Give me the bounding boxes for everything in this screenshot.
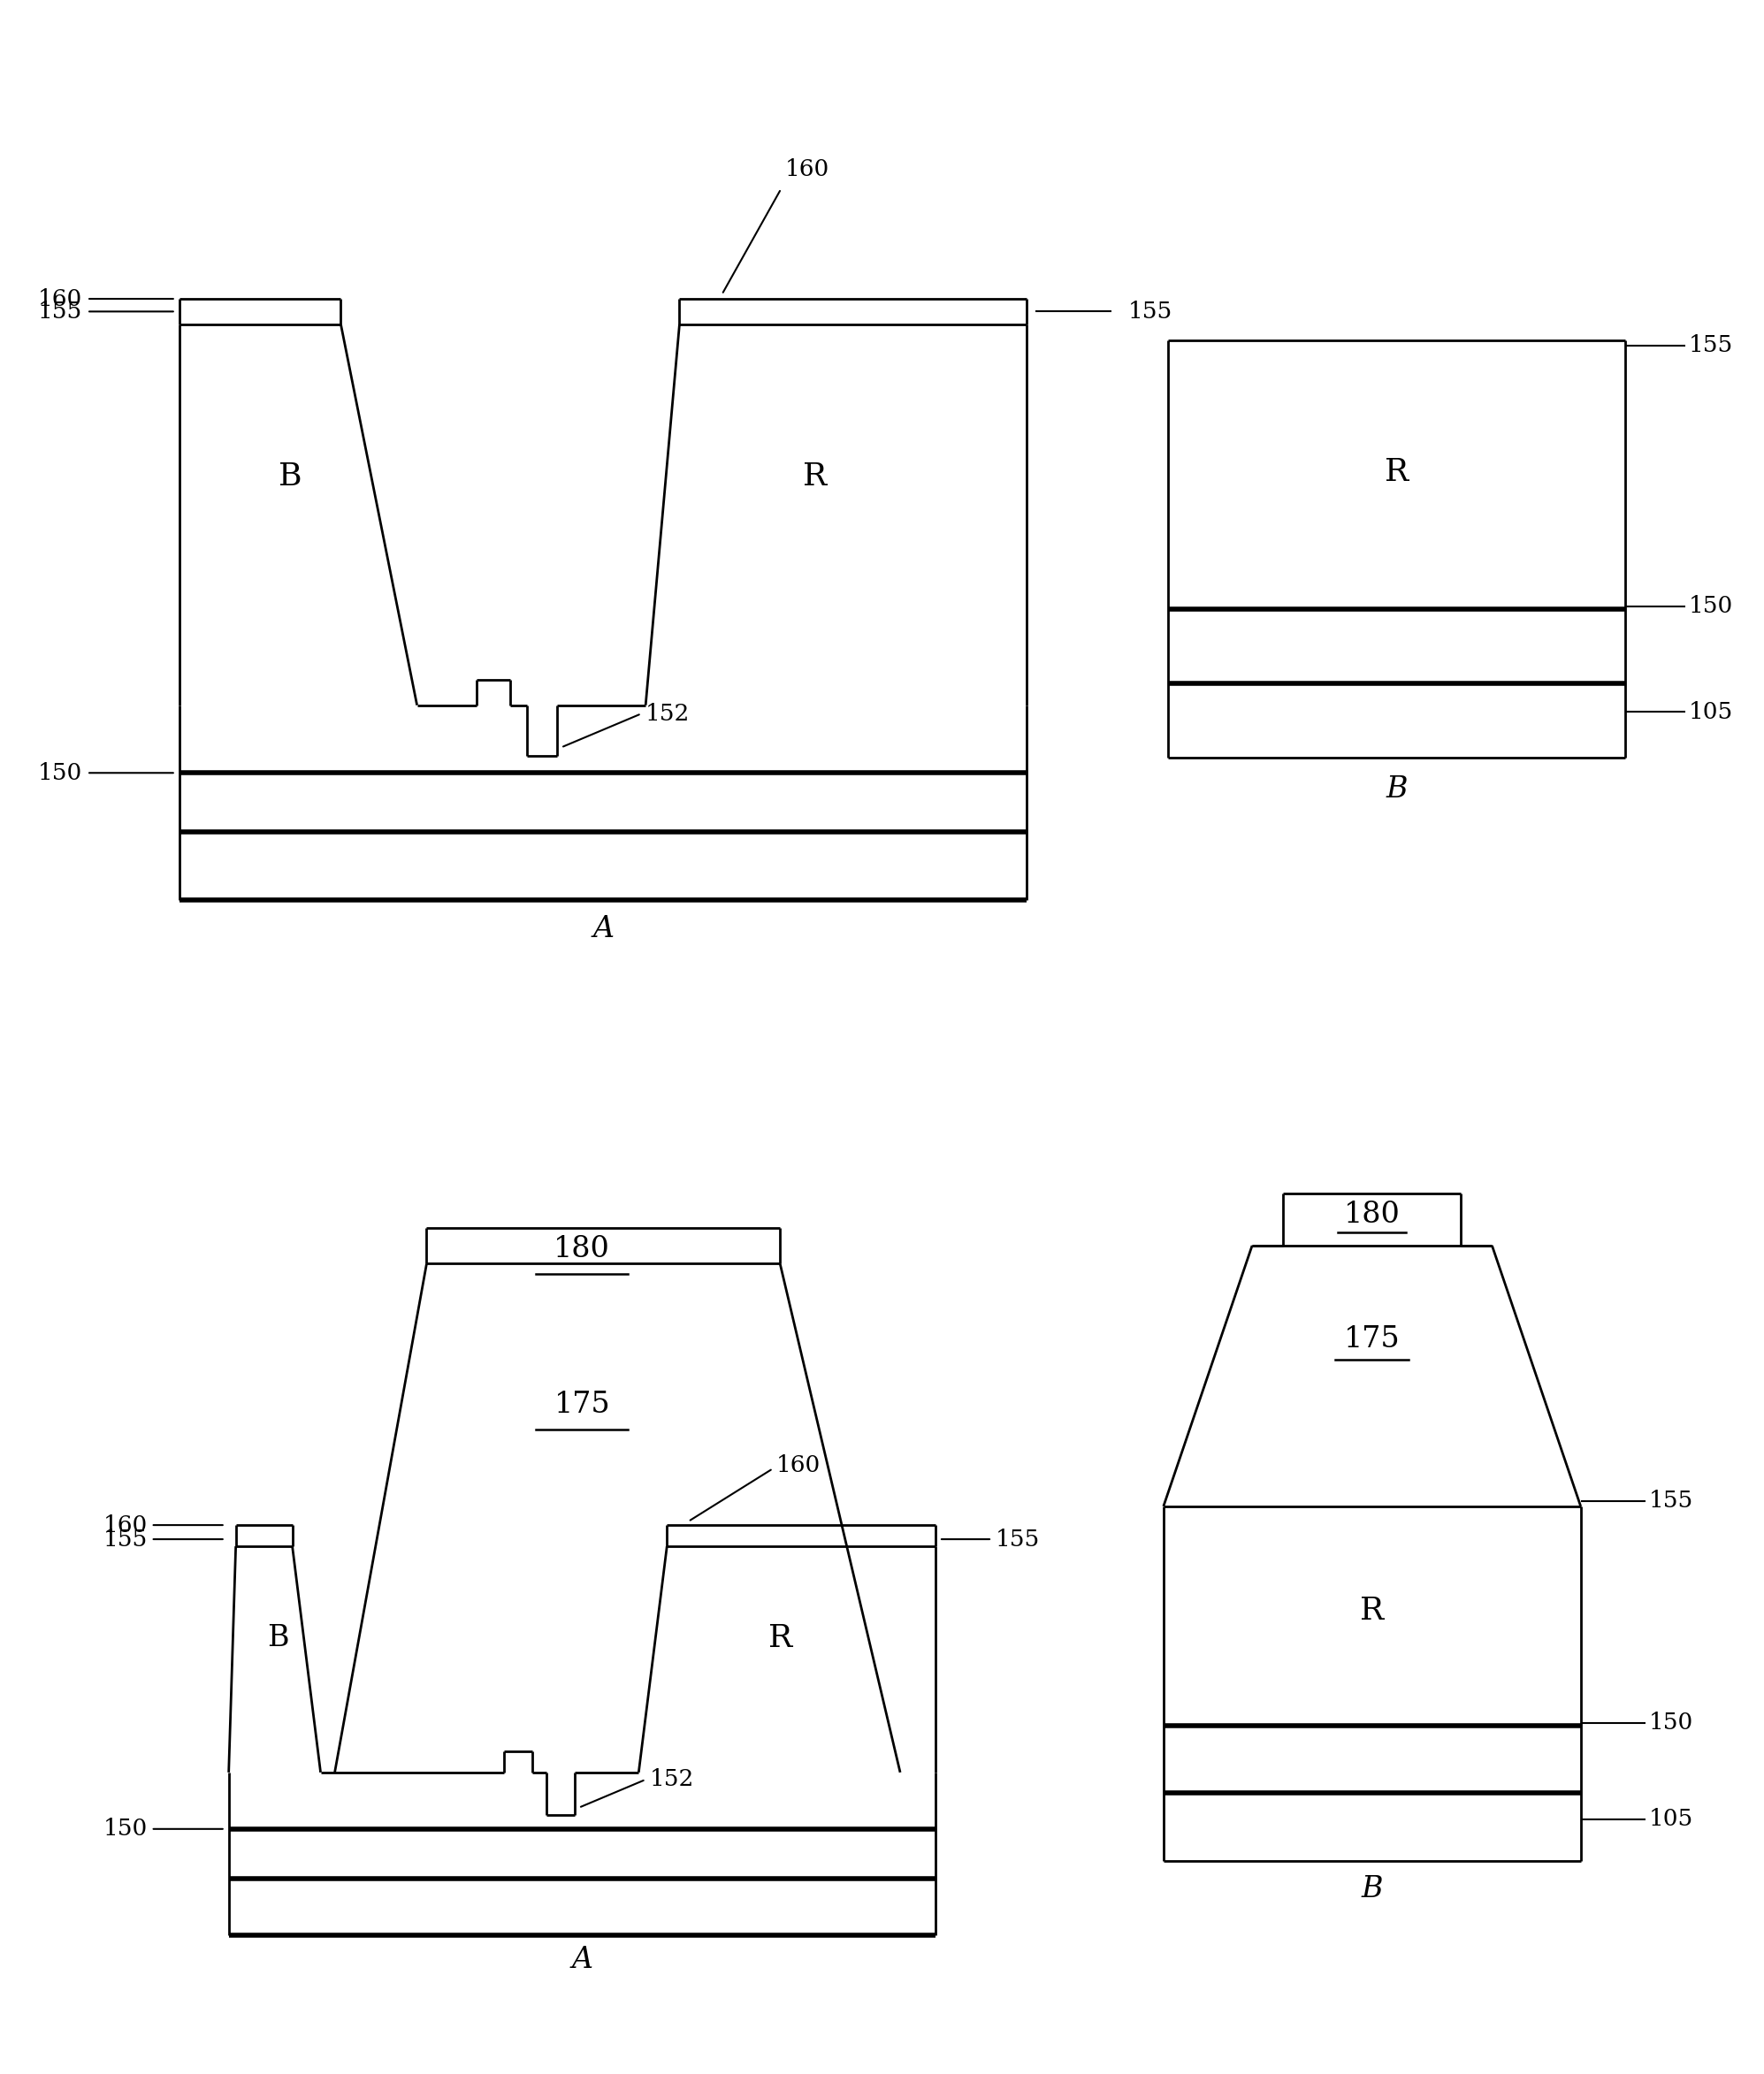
Text: 105: 105 — [1688, 701, 1732, 724]
Text: 180: 180 — [554, 1236, 610, 1263]
Text: 150: 150 — [1649, 1711, 1693, 1734]
Text: 155: 155 — [39, 301, 83, 324]
Text: R: R — [1360, 1595, 1385, 1626]
Text: B: B — [1387, 776, 1408, 803]
Text: 160: 160 — [102, 1514, 148, 1537]
Text: 150: 150 — [102, 1819, 148, 1840]
Text: 180: 180 — [1344, 1201, 1401, 1228]
Text: 105: 105 — [1649, 1809, 1693, 1829]
Text: 155: 155 — [995, 1529, 1041, 1549]
Text: 150: 150 — [1688, 595, 1732, 618]
Text: B: B — [1362, 1875, 1383, 1904]
Text: R: R — [1385, 456, 1409, 487]
Text: 152: 152 — [649, 1769, 693, 1790]
Text: A: A — [572, 1945, 593, 1974]
Text: 175: 175 — [554, 1392, 610, 1419]
Text: B: B — [279, 463, 302, 492]
Text: 175: 175 — [1344, 1325, 1401, 1354]
Text: 150: 150 — [39, 761, 83, 784]
Text: 160: 160 — [785, 158, 829, 180]
Text: A: A — [593, 915, 614, 944]
Text: 155: 155 — [102, 1529, 148, 1549]
Text: 152: 152 — [646, 703, 690, 724]
Text: 155: 155 — [1129, 301, 1173, 324]
Text: 155: 155 — [1649, 1489, 1693, 1512]
Text: 160: 160 — [776, 1454, 820, 1477]
Text: R: R — [767, 1624, 792, 1653]
Text: 155: 155 — [1688, 334, 1732, 357]
Text: 160: 160 — [39, 288, 83, 309]
Text: R: R — [803, 463, 827, 492]
Text: B: B — [268, 1624, 289, 1653]
